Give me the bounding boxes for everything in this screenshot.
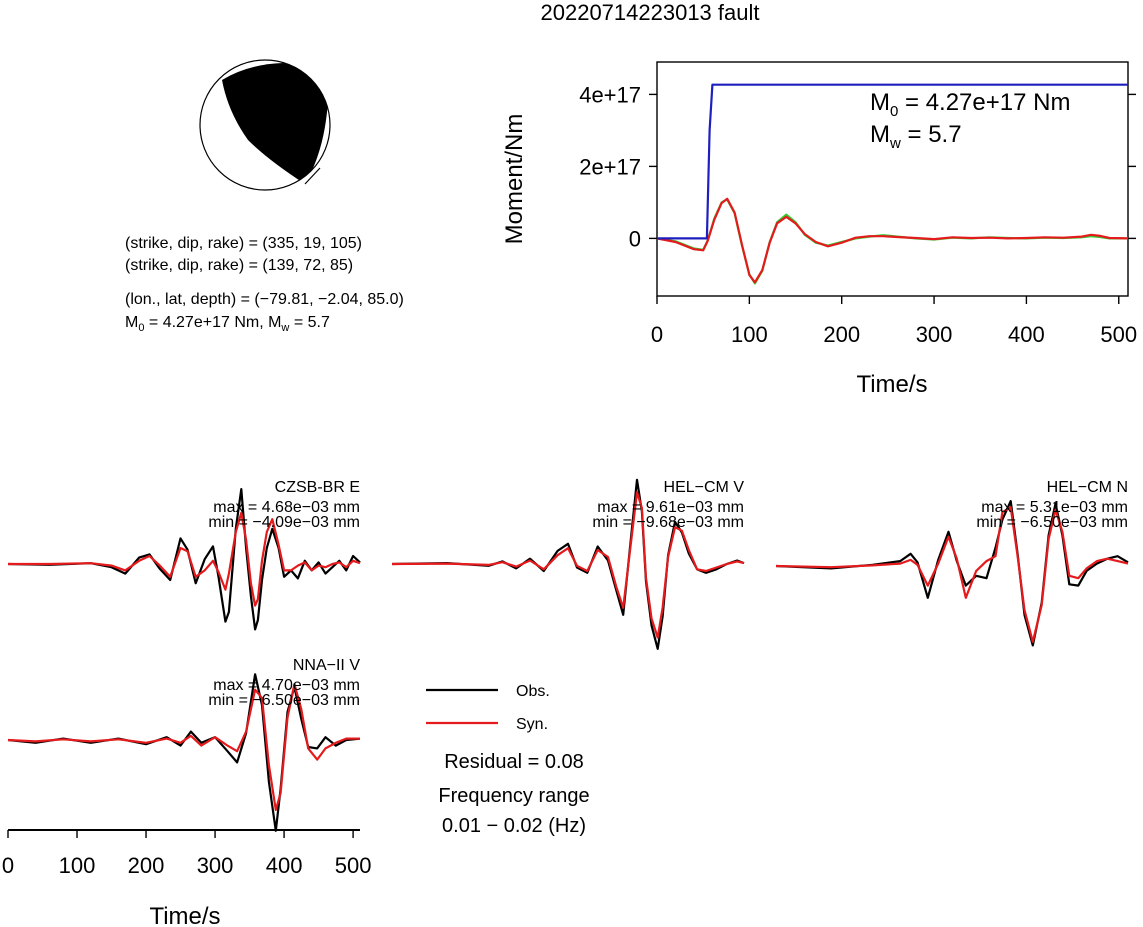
nodal-plane-1-text: (strike, dip, rake) = (335, 19, 105): [125, 235, 362, 252]
magnitude-text: M0 = 4.27e+17 Nm, Mw = 5.7: [125, 314, 330, 334]
waveform-time-axis: 0 100 200 300 400 500: [2, 829, 372, 878]
moment-x-tick-label: 500: [1100, 322, 1137, 347]
focal-mechanism-beachball: [199, 59, 331, 191]
residual-text: Residual = 0.08: [444, 751, 584, 773]
waveform-synthetic-trace: [8, 511, 361, 607]
m0-symbol: M: [125, 314, 138, 331]
mw-subscript: w: [280, 322, 289, 334]
waveform-station-label: HEL−CM V: [664, 479, 745, 496]
mw-value: = 5.7: [289, 314, 330, 331]
moment-x-tick-label: 300: [916, 322, 953, 347]
beachball-compressional-quadrant: [222, 63, 328, 184]
m0-value: = 4.27e+17 Nm, M: [144, 314, 281, 331]
beachball-nodal-line: [304, 167, 321, 185]
waveform-x-tick-label: 0: [2, 853, 14, 878]
moment-y-tick-label: 4e+17: [579, 82, 641, 107]
waveform-legend: Obs. Syn. Residual = 0.08 Frequency rang…: [426, 683, 590, 837]
waveform-max-label: max = 9.61e−03 mm: [597, 499, 744, 516]
waveform-min-label: min = −6.50e−03 mm: [976, 514, 1128, 531]
moment-y-tick-label: 0: [629, 226, 641, 251]
figure-title: 20220714223013 fault: [541, 0, 760, 25]
waveform-x-tick-label: 200: [128, 853, 165, 878]
annotation-mw-value: = 5.7: [901, 121, 962, 148]
waveform-max-label: max = 4.68e−03 mm: [213, 499, 360, 516]
moment-x-tick-label: 400: [1008, 322, 1045, 347]
waveform-min-label: min = −9.68e−03 mm: [592, 514, 744, 531]
annotation-m0-value: = 4.27e+17 Nm: [898, 89, 1070, 116]
waveform-max-label: max = 5.31e−03 mm: [981, 499, 1128, 516]
waveform-synthetic-trace: [775, 506, 1129, 643]
moment-chart-frame: [656, 61, 1129, 297]
moment-chart-axes: 0 100 200 300 400 500 0 2e+17 4e+17: [579, 82, 1137, 347]
waveform-x-tick-label: 400: [266, 853, 303, 878]
moment-annotation-mw: Mw = 5.7: [870, 121, 962, 152]
waveform-synthetic-trace: [7, 683, 360, 811]
annotation-m0-subscript: 0: [890, 103, 898, 120]
moment-y-axis-label: Moment/Nm: [501, 114, 528, 245]
frequency-range-title: Frequency range: [438, 785, 589, 807]
moment-series-cumulative-moment: [657, 83, 1128, 240]
moment-series-moment-rate-red: [656, 197, 1129, 284]
moment-annotation-m0: M0 = 4.27e+17 Nm: [870, 89, 1070, 120]
waveform-station-label: NNA−II V: [293, 657, 360, 674]
annotation-mw-symbol: M: [870, 121, 890, 148]
nodal-plane-2-text: (strike, dip, rake) = (139, 72, 85): [125, 257, 353, 274]
moment-chart-series: [656, 83, 1129, 285]
location-text: (lon., lat, depth) = (−79.81, −2.04, 85.…: [125, 291, 404, 308]
m0-subscript: 0: [138, 322, 144, 334]
waveform-station-label: HEL−CM N: [1047, 479, 1128, 496]
waveform-x-tick-label: 500: [335, 853, 372, 878]
waveform-min-label: min = −4.09e−03 mm: [208, 514, 360, 531]
waveform-x-axis-label: Time/s: [149, 903, 220, 927]
waveform-x-tick-label: 300: [197, 853, 234, 878]
waveform-synthetic-trace: [391, 491, 745, 639]
source-info: (strike, dip, rake) = (335, 19, 105) (st…: [125, 235, 404, 334]
moment-x-tick-label: 200: [823, 322, 860, 347]
moment-x-tick-label: 100: [731, 322, 768, 347]
legend-obs-label: Obs.: [516, 683, 550, 700]
waveform-station-label: CZSB-BR E: [275, 479, 360, 496]
legend-syn-label: Syn.: [516, 716, 548, 733]
annotation-mw-subscript: w: [889, 135, 901, 152]
annotation-m0-symbol: M: [870, 89, 890, 116]
moment-y-tick-label: 2e+17: [579, 154, 641, 179]
waveform-max-label: max = 4.70e−03 mm: [213, 677, 360, 694]
moment-series-moment-rate-green: [656, 198, 1128, 285]
moment-x-axis-label: Time/s: [856, 371, 927, 398]
frequency-range-value: 0.01 − 0.02 (Hz): [442, 815, 586, 837]
waveform-min-label: min = −6.50e−03 mm: [208, 692, 360, 709]
moment-x-tick-label: 0: [651, 322, 663, 347]
waveform-x-tick-label: 100: [59, 853, 96, 878]
